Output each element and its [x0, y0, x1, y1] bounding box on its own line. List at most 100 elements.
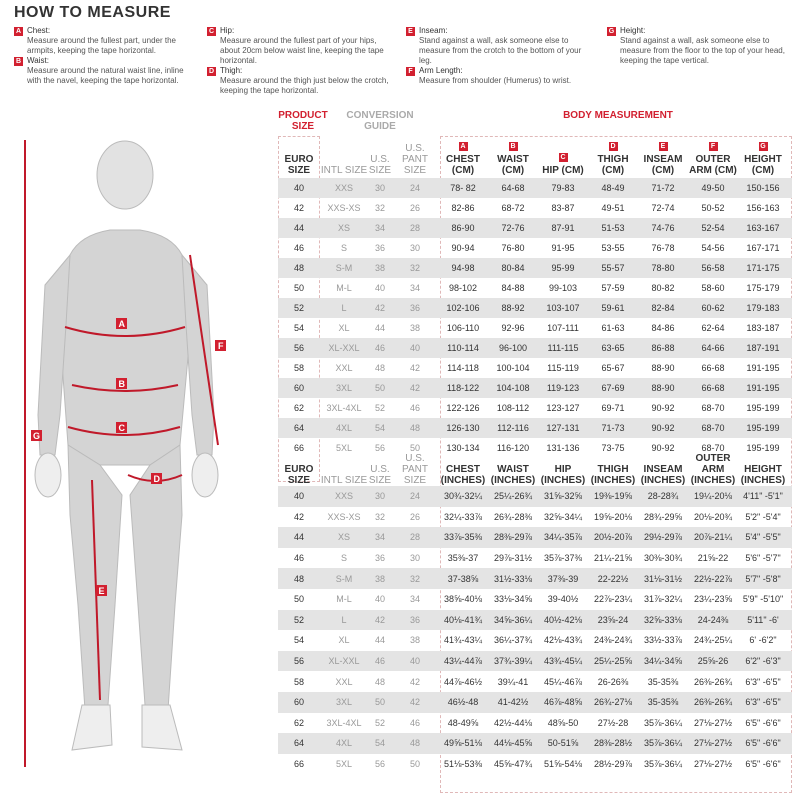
measurement-cell: 111-115 — [547, 343, 579, 353]
euro-size: 44 — [293, 532, 304, 543]
letter-badge: A — [14, 26, 23, 36]
measurement-cell: 61-63 — [601, 323, 625, 333]
table-row: 40 XXS 30 24 78- 82 64-68 79-83 48-49 71-72 49-50… — [278, 178, 792, 198]
body-measurement-heading: BODY MEASUREMENT — [563, 110, 673, 121]
us-size: 40 — [374, 283, 385, 293]
euro-size: 50 — [293, 283, 304, 293]
header-label: WAIST (INCHES) — [490, 464, 536, 486]
measurement-cell: 26⅜-26¾ — [693, 697, 733, 708]
measurement-cell: 90-92 — [651, 423, 675, 433]
measurement-cell: 23⅝-24 — [597, 614, 629, 625]
measurement-cell: 19⅜-19⅝ — [593, 491, 633, 502]
euro-size: 42 — [293, 511, 304, 522]
intl-size: 5XL — [335, 759, 352, 770]
us-size: 38 — [374, 263, 385, 273]
table-row: 60 3XL 50 42 118-122 104-108 119-123 67-69 88-90… — [278, 378, 792, 398]
intl-size: XXS-XS — [327, 511, 361, 522]
letter-badge: B — [14, 56, 23, 66]
euro-size: 50 — [293, 594, 304, 605]
header-label: CHEST (INCHES) — [440, 464, 486, 486]
table-row: 66 5XL 56 50 130-134 116-120 131-136 73-75 90-92… — [278, 438, 792, 458]
measurement-cell: 116-120 — [496, 443, 530, 453]
instruction-text: Measure around the natural waist line, i… — [27, 66, 184, 85]
measurement-cell: 131-136 — [546, 443, 580, 453]
us-pant-size: 26 — [409, 511, 420, 522]
measurement-cell: 90-92 — [651, 443, 675, 453]
measurement-cell: 38⅝-40⅛ — [443, 594, 483, 605]
table-row: 56 XL-XXL 46 40 110-114 96-100 111-115 63-65 86-… — [278, 338, 792, 358]
measurement-cell: 4'11" -5'1" — [743, 491, 783, 502]
letter-badge: C — [207, 26, 216, 36]
measurement-cell: 28⅜-28½ — [593, 738, 633, 749]
table-row: 58 XXL 48 42 44⅞-46½ 39¼-41 45¼-46⅞ 26-26⅜ 35-35… — [278, 671, 792, 692]
hip-line — [67, 426, 181, 436]
measurement-cell: 51⅝-54⅛ — [543, 759, 583, 770]
measurement-cell: 179-183 — [746, 303, 780, 313]
measurement-cell: 35⅞-36¼ — [643, 738, 683, 749]
measurement-cell: 108-112 — [496, 403, 530, 413]
measurement-cell: 130-134 — [446, 443, 480, 453]
measurement-cell: 22-22½ — [597, 573, 629, 584]
intl-size: L — [341, 303, 347, 313]
letter-badge: E — [406, 26, 415, 36]
measurement-cell: 68-70 — [701, 423, 725, 433]
measurement-cell: 5'9" -5'10" — [742, 594, 784, 605]
table-row: 60 3XL 50 42 46½-48 41-42½ 46⅞-48⅝ 26¾-27⅛ 35-35… — [278, 692, 792, 713]
measurement-cell: 22½-22⅞ — [693, 573, 733, 584]
measurement-cell: 5'4" -5'5" — [745, 532, 781, 543]
euro-size: 40 — [293, 491, 304, 502]
measurement-cell: 183-187 — [746, 323, 780, 333]
measurement-cell: 35-35⅜ — [647, 676, 679, 687]
right-glove — [191, 452, 219, 498]
us-pant-size: 34 — [409, 594, 420, 605]
measurement-cell: 28⅜-29⅞ — [493, 532, 533, 543]
table-row: 56 XL-XXL 46 40 43¼-44⅞ 37¾-39¼ 43¾-45¼ 25¼-25⅝… — [278, 650, 792, 672]
measurement-cell: 78- 82 — [450, 183, 476, 193]
intl-size: 4XL — [335, 423, 352, 433]
us-size: 36 — [374, 243, 385, 253]
instruction-chest: A Chest: Measure around the fullest part, … — [14, 26, 194, 56]
instruction-hip: C Hip: Measure around the fullest part of … — [207, 26, 397, 66]
measurement-cell: 33⅞-35⅜ — [443, 532, 483, 543]
measurement-cell: 82-86 — [451, 203, 475, 213]
measurement-cell: 26-26⅜ — [597, 676, 629, 687]
instruction-text: Measure around the fullest part of your … — [220, 36, 384, 65]
intl-size: XXS-XS — [327, 203, 361, 213]
measurement-cell: 126-130 — [446, 423, 480, 433]
measurement-cell: 49-50 — [701, 183, 725, 193]
us-pant-size: 28 — [409, 223, 420, 233]
measurement-cell: 90-94 — [451, 243, 475, 253]
measurement-cell: 43¾-45¼ — [543, 656, 583, 667]
us-pant-size: 38 — [409, 635, 420, 646]
measurement-cell: 51-53 — [601, 223, 625, 233]
measurement-cell: 112-116 — [497, 423, 529, 433]
us-size: 40 — [374, 594, 385, 605]
measurement-cell: 95-99 — [551, 263, 575, 273]
euro-size: 44 — [293, 223, 304, 233]
measurement-cell: 24¾-25¼ — [693, 635, 733, 646]
us-pant-size: 32 — [409, 263, 420, 273]
measurement-cell: 39-40½ — [547, 594, 579, 605]
header-label: OUTER ARM (INCHES) — [690, 453, 736, 486]
measurement-cell: 20⅞-21¼ — [693, 532, 733, 543]
measurement-cell: 60-62 — [701, 303, 725, 313]
badge-g: G — [33, 431, 40, 441]
measurement-cell: 28-28¾ — [647, 491, 679, 502]
instruction-arm-length: F Arm Length: Measure from shoulder (Humer… — [406, 66, 596, 86]
measurement-cell: 66-68 — [701, 383, 725, 393]
us-size: 32 — [374, 203, 385, 213]
instruction-label: Hip: — [220, 26, 235, 35]
instruction-height: G Height: Stand against a wall, ask someon… — [607, 26, 795, 66]
header-label: HEIGHT (INCHES) — [740, 464, 786, 486]
header-label: THIGH (CM) — [597, 154, 629, 176]
letter-badge: C — [558, 153, 568, 162]
header-measurement: C HIP (CM) — [538, 153, 588, 176]
measurement-cell: 64-66 — [701, 343, 725, 353]
euro-size: 48 — [293, 573, 304, 584]
badge-b: B — [119, 379, 126, 389]
header-measurement: WAIST (INCHES) — [488, 464, 538, 486]
measurement-cell: 31⅝-32⅝ — [543, 491, 583, 502]
measurement-cell: 150-156 — [746, 183, 780, 193]
measurement-cell: 28½-29⅞ — [593, 759, 633, 770]
instructions-col-3: E Inseam: Stand against a wall, ask someon… — [406, 26, 596, 86]
